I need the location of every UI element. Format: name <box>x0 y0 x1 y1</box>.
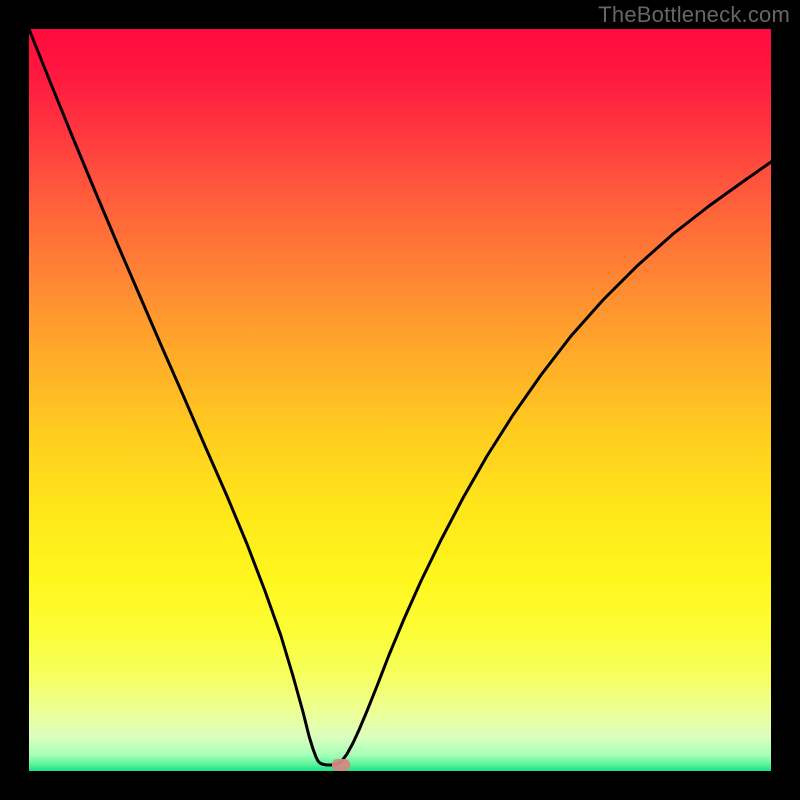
watermark-label: TheBottleneck.com <box>598 2 790 28</box>
minimum-marker <box>332 759 350 771</box>
chart-svg <box>0 0 800 800</box>
chart-stage: TheBottleneck.com <box>0 0 800 800</box>
gradient-background <box>29 29 771 771</box>
